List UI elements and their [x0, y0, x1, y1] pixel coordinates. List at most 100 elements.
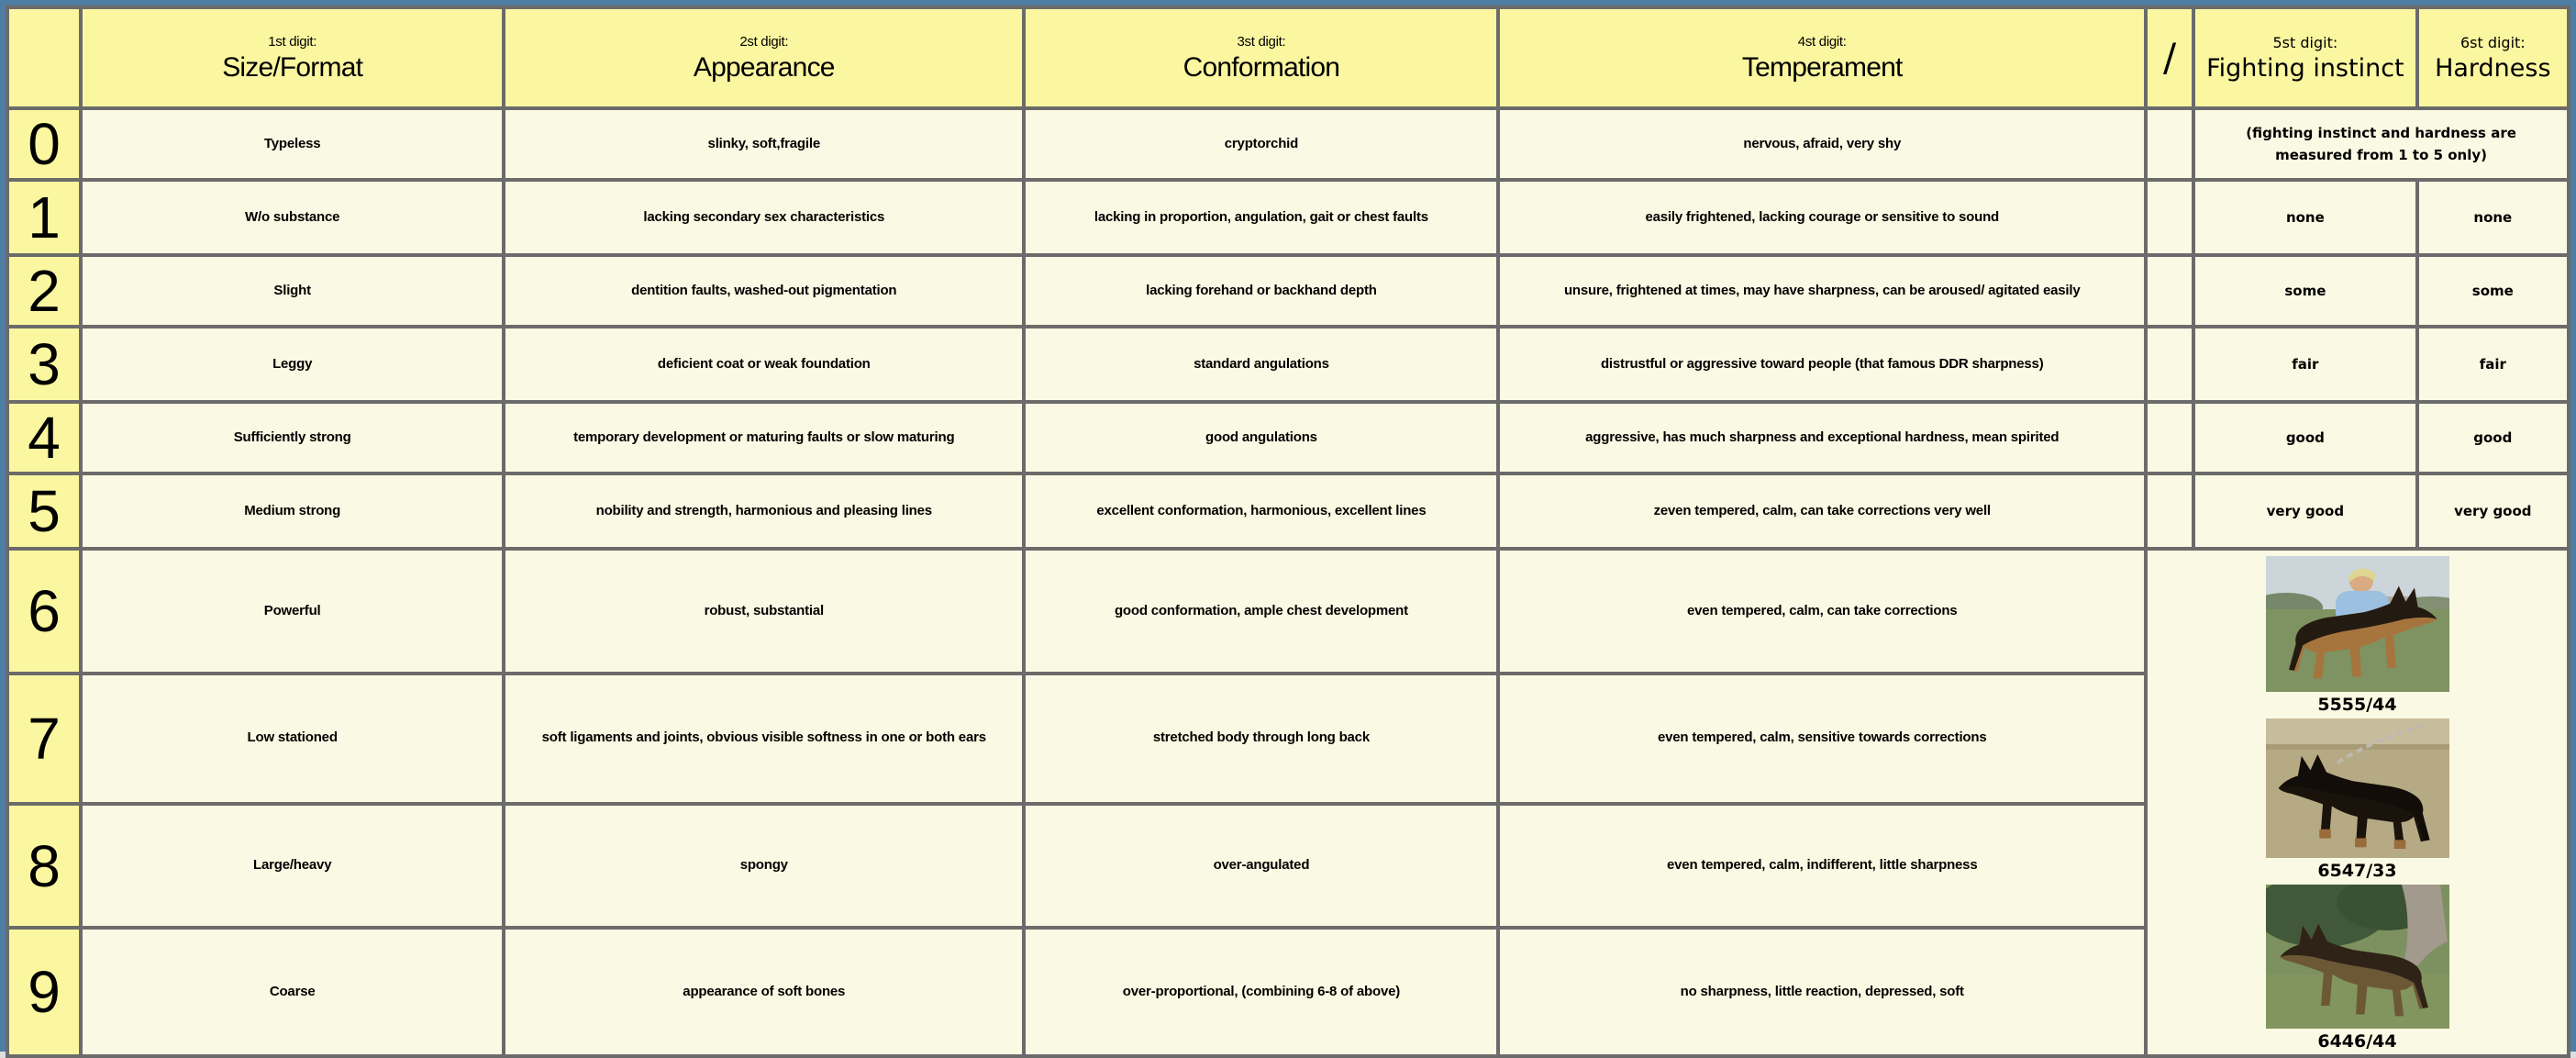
- dog-photo-3: 6446/44: [2265, 884, 2449, 1052]
- cell-slash-spacer: [2143, 253, 2196, 329]
- cell-fighting: fair: [2192, 325, 2419, 404]
- row-digit: 9: [5, 926, 83, 1058]
- cell-appearance: spongy: [502, 801, 1027, 930]
- cell-conformation: over-proportional, (combining 6-8 of abo…: [1022, 926, 1501, 1058]
- cell-fighting: none: [2192, 178, 2419, 257]
- cell-size: Medium strong: [79, 472, 506, 551]
- row-digit: 3: [5, 325, 83, 404]
- row-digit: 1: [5, 178, 83, 257]
- cell-hardness: none: [2415, 178, 2571, 257]
- cell-conformation: over-angulated: [1022, 801, 1501, 930]
- header-title: Hardness: [2435, 53, 2551, 83]
- table-row-5: 5 Medium strong nobility and strength, h…: [5, 472, 2571, 551]
- header-title: Appearance: [693, 52, 836, 83]
- cell-slash-spacer: [2143, 400, 2196, 475]
- dog-photo-2-image: [2265, 718, 2449, 858]
- cell-temperament: zeven tempered, calm, can take correctio…: [1496, 472, 2148, 551]
- cell-temperament: easily frightened, lacking courage or se…: [1496, 178, 2148, 257]
- cell-fighting: very good: [2192, 472, 2419, 551]
- cell-fighting: good: [2192, 400, 2419, 475]
- cell-size: W/o substance: [79, 178, 506, 257]
- cell-appearance: soft ligaments and joints, obvious visib…: [502, 671, 1027, 806]
- cell-hardness: fair: [2415, 325, 2571, 404]
- cell-fighting: some: [2192, 253, 2419, 329]
- table-row-8: 8 Large/heavy spongy over-angulated even…: [5, 801, 2569, 930]
- cell-conformation: standard angulations: [1022, 325, 1501, 404]
- cell-slash-spacer: [2143, 106, 2196, 182]
- table-row-2: 2 Slight dentition faults, washed-out pi…: [5, 253, 2571, 329]
- cell-appearance: robust, substantial: [502, 547, 1027, 675]
- dog-photo-1-image: [2265, 556, 2449, 692]
- header-appearance: 2st digit: Appearance: [502, 6, 1027, 110]
- cell-appearance: slinky, soft,fragile: [502, 106, 1027, 182]
- row-digit: 6: [5, 547, 83, 675]
- table-row-4: 4 Sufficiently strong temporary developm…: [5, 400, 2571, 475]
- header-title: Temperament: [1741, 52, 1903, 83]
- header-hardness: 6st digit: Hardness: [2415, 6, 2571, 110]
- dog-photo-3-image: [2265, 884, 2449, 1029]
- cell-temperament: distrustful or aggressive toward people …: [1496, 325, 2148, 404]
- cell-temperament: aggressive, has much sharpness and excep…: [1496, 400, 2148, 475]
- header-title: Fighting instinct: [2206, 53, 2404, 83]
- cell-size: Typeless: [79, 106, 506, 182]
- header-corner-cell: [5, 6, 83, 110]
- dog-photo-2: 6547/33: [2265, 718, 2449, 882]
- cell-hardness: some: [2415, 253, 2571, 329]
- measurement-note: (fighting instinct and hardness are meas…: [2192, 106, 2570, 182]
- cell-appearance: deficient coat or weak foundation: [502, 325, 1027, 404]
- table-row-1: 1 W/o substance lacking secondary sex ch…: [5, 178, 2571, 257]
- cell-appearance: dentition faults, washed-out pigmentatio…: [502, 253, 1027, 329]
- photo-caption: 6446/44: [2317, 1030, 2397, 1052]
- header-slash: /: [2143, 6, 2196, 110]
- cell-conformation: good conformation, ample chest developme…: [1022, 547, 1501, 675]
- photo-caption: 6547/33: [2317, 860, 2397, 881]
- header-sub-label: 4st digit:: [1797, 33, 1847, 50]
- cell-conformation: lacking in proportion, angulation, gait …: [1022, 178, 1501, 257]
- cell-appearance: nobility and strength, harmonious and pl…: [502, 472, 1027, 551]
- cell-size: Large/heavy: [79, 801, 506, 930]
- cell-conformation: cryptorchid: [1022, 106, 1501, 182]
- table-row-7: 7 Low stationed soft ligaments and joint…: [5, 671, 2569, 806]
- cell-temperament: nervous, afraid, very shy: [1496, 106, 2148, 182]
- example-photos-cell: 5555/44 6547/33: [2144, 546, 2570, 1058]
- cell-conformation: stretched body through long back: [1022, 671, 1501, 806]
- header-sub-label: 6st digit:: [2459, 33, 2526, 51]
- dog-photo-1: 5555/44: [2265, 556, 2449, 716]
- table-row-6: 6 Powerful robust, substantial good conf…: [5, 546, 2570, 1058]
- cell-slash-spacer: [2143, 472, 2196, 551]
- header-title: Conformation: [1183, 52, 1340, 83]
- header-sub-label: 3st digit:: [1237, 33, 1286, 50]
- cell-appearance: lacking secondary sex characteristics: [502, 178, 1027, 257]
- rating-code-table: 1st digit: Size/Format 2st digit: Appear…: [5, 6, 2571, 1058]
- row-digit: 8: [5, 801, 83, 930]
- cell-conformation: good angulations: [1022, 400, 1501, 475]
- cell-conformation: lacking forehand or backhand depth: [1022, 253, 1501, 329]
- header-sub-label: 2st digit:: [739, 33, 789, 50]
- cell-hardness: very good: [2415, 472, 2571, 551]
- cell-appearance: appearance of soft bones: [502, 926, 1027, 1058]
- header-size-format: 1st digit: Size/Format: [79, 6, 506, 110]
- cell-size: Powerful: [79, 547, 506, 675]
- cell-size: Sufficiently strong: [79, 400, 506, 475]
- row-digit: 5: [5, 472, 83, 551]
- header-temperament: 4st digit: Temperament: [1496, 6, 2148, 110]
- header-row: 1st digit: Size/Format 2st digit: Appear…: [5, 6, 2571, 110]
- cell-temperament: even tempered, calm, can take correction…: [1496, 547, 2148, 675]
- header-title: Size/Format: [222, 52, 363, 83]
- cell-size: Low stationed: [79, 671, 506, 806]
- cell-conformation: excellent conformation, harmonious, exce…: [1022, 472, 1501, 551]
- row-digit: 7: [5, 671, 83, 806]
- cell-temperament: unsure, frightened at times, may have sh…: [1496, 253, 2148, 329]
- header-sub-label: 1st digit:: [268, 33, 317, 50]
- cell-temperament: even tempered, calm, indifferent, little…: [1496, 801, 2148, 930]
- slash-glyph: /: [2162, 35, 2177, 80]
- cell-slash-spacer: [2143, 325, 2196, 404]
- cell-temperament: even tempered, calm, sensitive towards c…: [1496, 671, 2148, 806]
- cell-size: Coarse: [79, 926, 506, 1058]
- table-row-0: 0 Typeless slinky, soft,fragile cryptorc…: [5, 106, 2570, 182]
- cell-slash-spacer: [2143, 178, 2196, 257]
- row-digit: 4: [5, 400, 83, 475]
- header-conformation: 3st digit: Conformation: [1022, 6, 1501, 110]
- header-fighting-instinct: 5st digit: Fighting instinct: [2192, 6, 2419, 110]
